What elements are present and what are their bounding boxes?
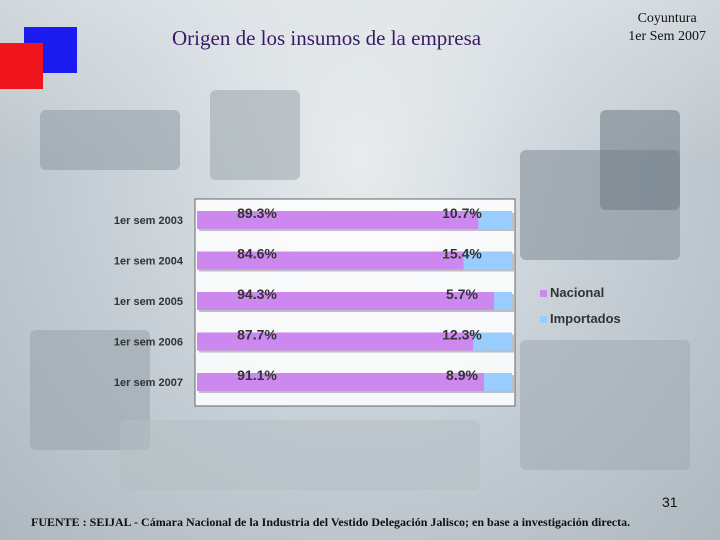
slide-title: Origen de los insumos de la empresa bbox=[172, 26, 482, 50]
subtitle-line-1: Coyuntura bbox=[637, 11, 697, 26]
category-label: 1er sem 2007 bbox=[114, 377, 183, 389]
legend-swatch-importados bbox=[540, 316, 547, 323]
category-label: 1er sem 2006 bbox=[114, 337, 183, 349]
bar-nacional bbox=[197, 373, 484, 391]
bar-nacional bbox=[197, 211, 479, 229]
category-label: 1er sem 2003 bbox=[114, 215, 183, 227]
data-label-nacional: 87.7% bbox=[237, 327, 277, 343]
logo-red-square bbox=[0, 43, 43, 89]
data-label-importados: 10.7% bbox=[442, 205, 482, 221]
category-label: 1er sem 2005 bbox=[114, 296, 183, 308]
data-label-nacional: 89.3% bbox=[237, 205, 277, 221]
category-label: 1er sem 2004 bbox=[114, 256, 184, 268]
bar-importados bbox=[463, 251, 512, 270]
bar-nacional bbox=[197, 251, 464, 270]
bar-importados bbox=[473, 332, 512, 351]
bar-nacional bbox=[197, 292, 495, 310]
data-label-nacional: 84.6% bbox=[237, 246, 277, 262]
subtitle-line-2: 1er Sem 2007 bbox=[628, 29, 706, 44]
data-label-importados: 12.3% bbox=[442, 327, 482, 343]
bar-nacional bbox=[197, 332, 474, 351]
legend-label-importados: Importados bbox=[550, 311, 621, 326]
legend-label-nacional: Nacional bbox=[550, 285, 605, 300]
source-note: FUENTE : SEIJAL - Cámara Nacional de la … bbox=[31, 515, 631, 529]
legend-swatch-nacional bbox=[540, 290, 547, 297]
bar-importados bbox=[478, 211, 512, 229]
slide-subtitle: Coyuntura 1er Sem 2007 bbox=[628, 10, 706, 46]
data-label-importados: 8.9% bbox=[446, 367, 478, 383]
data-label-nacional: 91.1% bbox=[237, 367, 277, 383]
data-label-importados: 5.7% bbox=[446, 286, 478, 302]
bar-importados bbox=[483, 373, 512, 391]
data-label-importados: 15.4% bbox=[442, 246, 482, 262]
page-number: 31 bbox=[662, 494, 678, 510]
data-label-nacional: 94.3% bbox=[237, 286, 277, 302]
bar-importados bbox=[494, 292, 512, 310]
